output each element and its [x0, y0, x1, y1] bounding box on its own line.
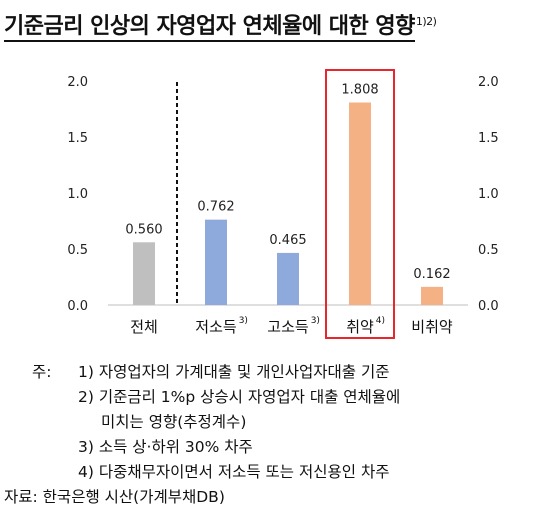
note-item-2: 2) 기준금리 1%p 상승시 자영업자 대출 연체율에	[78, 388, 401, 406]
y-tick-label-right: 0.0	[478, 299, 499, 314]
x-tick-label-2: 저소득	[195, 318, 237, 336]
y-tick-label-left: 1.0	[67, 187, 88, 202]
note-item-1: 1) 자영업자의 가계대출 및 개인사업자대출 기준	[78, 363, 390, 381]
data-label-4: 1.808	[341, 83, 378, 98]
x-tick-footnote-mark-3: 3)	[311, 316, 320, 326]
data-label-3: 0.465	[269, 233, 306, 248]
y-tick-label-left: 1.5	[67, 131, 88, 146]
y-tick-label-right: 1.0	[478, 187, 499, 202]
y-tick-label-right: 1.5	[478, 131, 499, 146]
x-tick-label-3: 고소득	[267, 318, 309, 336]
data-label-2: 0.762	[197, 200, 234, 215]
note-item-3: 3) 소득 상·하위 30% 차주	[78, 438, 253, 456]
x-tick-label-4: 취약	[346, 318, 374, 336]
highlight-box	[325, 69, 395, 339]
chart-title-footnote-mark: 1)2)	[415, 14, 437, 28]
notes-prefix: 주:	[32, 363, 52, 381]
y-tick-label-right: 0.5	[478, 243, 499, 258]
bar-chart: 0.0 0.0 0.5 0.5 1.0 1.0 1.5 1.5 2.0 2.0 0.560 전체 0.7…	[67, 69, 499, 339]
y-tick-label-left: 0.5	[67, 243, 88, 258]
bar-1	[133, 242, 155, 305]
data-label-5: 0.162	[413, 267, 450, 282]
x-tick-footnote-mark-2: 3)	[239, 316, 248, 326]
x-tick-label-5: 비취약	[411, 318, 453, 336]
bar-2	[205, 219, 227, 305]
y-tick-label-right: 2.0	[478, 75, 499, 90]
bar-3	[277, 252, 299, 305]
bar-4	[349, 102, 371, 305]
source-note: 자료: 한국은행 시산(가계부채DB)	[4, 488, 225, 506]
x-tick-label-1: 전체	[130, 318, 158, 336]
x-tick-footnote-mark-4: 4)	[376, 316, 385, 326]
chart-title: 기준금리 인상의 자영업자 연체율에 대한 영향1)2)	[4, 8, 437, 42]
bar-5	[421, 286, 443, 305]
y-tick-label-left: 0.0	[67, 299, 88, 314]
y-tick-label-left: 2.0	[67, 75, 88, 90]
chart-title-text: 기준금리 인상의 자영업자 연체율에 대한 영향	[4, 14, 415, 42]
note-item-2-cont: 미치는 영향(추정계수)	[101, 413, 247, 431]
note-item-4: 4) 다중채무자이면서 저소득 또는 저신용인 차주	[78, 463, 390, 481]
data-label-1: 0.560	[125, 222, 162, 237]
